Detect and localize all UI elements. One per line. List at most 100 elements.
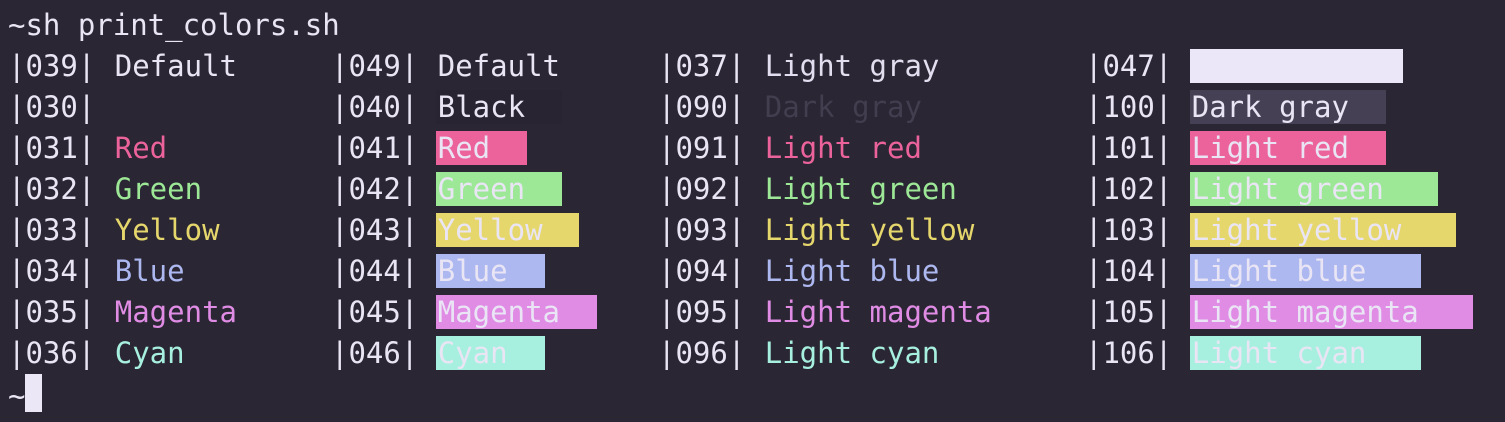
color-code: |033|	[8, 213, 96, 247]
color-swatch	[1189, 49, 1404, 83]
color-cell: |033| Yellow	[8, 210, 331, 251]
color-swatch: Yellow	[435, 213, 580, 247]
color-label: Light blue	[764, 254, 940, 288]
prompt-line: ~	[8, 374, 1505, 415]
color-swatch: Dark gray	[1189, 90, 1386, 124]
table-row: |034| Blue |044| Blue |094| Light blue |104| L…	[8, 251, 1505, 292]
color-label: Light yellow	[764, 213, 975, 247]
color-label	[113, 90, 117, 124]
color-cell: |036| Cyan	[8, 333, 331, 374]
color-cell: |047|	[1085, 46, 1505, 87]
color-cell: |091| Light red	[658, 128, 1085, 169]
color-code: |041|	[331, 131, 419, 165]
color-code: |043|	[331, 213, 419, 247]
color-cell: |100| Dark gray	[1085, 87, 1505, 128]
color-cell: |045| Magenta	[331, 292, 658, 333]
color-code: |030|	[8, 90, 96, 124]
color-code: |095|	[658, 295, 746, 329]
color-label: Light red	[764, 131, 922, 165]
color-code: |037|	[658, 49, 746, 83]
cursor-block	[25, 374, 43, 412]
color-code: |102|	[1085, 172, 1173, 206]
color-swatch: Cyan	[435, 336, 545, 370]
color-label: Dark gray	[764, 90, 922, 124]
color-code: |091|	[658, 131, 746, 165]
color-label: Blue	[114, 254, 185, 288]
command-text: ~sh print_colors.sh	[8, 8, 340, 42]
color-swatch: Green	[435, 172, 562, 206]
color-code: |045|	[331, 295, 419, 329]
color-cell: |095| Light magenta	[658, 292, 1085, 333]
color-code: |049|	[331, 49, 419, 83]
color-code: |047|	[1085, 49, 1173, 83]
color-cell: |046| Cyan	[331, 333, 658, 374]
color-code: |032|	[8, 172, 96, 206]
color-cell: |043| Yellow	[331, 210, 658, 251]
color-cell: |034| Blue	[8, 251, 331, 292]
color-label: Light magenta	[764, 295, 992, 329]
color-cell: |049| Default	[331, 46, 658, 87]
color-cell: |102| Light green	[1085, 169, 1505, 210]
color-label: Magenta	[114, 295, 237, 329]
color-code: |031|	[8, 131, 96, 165]
color-code: |101|	[1085, 131, 1173, 165]
color-swatch: Light yellow	[1189, 213, 1456, 247]
color-code: |104|	[1085, 254, 1173, 288]
color-cell: |093| Light yellow	[658, 210, 1085, 251]
color-code: |039|	[8, 49, 96, 83]
table-row: |039| Default |049| Default |037| Light gray |…	[8, 46, 1505, 87]
color-label: Yellow	[114, 213, 220, 247]
color-label: Default	[114, 49, 237, 83]
table-row: |033| Yellow |043| Yellow |093| Light yellow…	[8, 210, 1505, 251]
command-line: ~sh print_colors.sh	[8, 5, 1505, 46]
table-row: |035| Magenta |045| Magenta |095| Light mage…	[8, 292, 1505, 333]
color-swatch: Light red	[1189, 131, 1386, 165]
color-cell: |032| Green	[8, 169, 331, 210]
color-cell: |031| Red	[8, 128, 331, 169]
color-cell: |044| Blue	[331, 251, 658, 292]
color-code: |042|	[331, 172, 419, 206]
color-cell: |042| Green	[331, 169, 658, 210]
color-code: |092|	[658, 172, 746, 206]
color-code: |040|	[331, 90, 419, 124]
color-cell: |101| Light red	[1085, 128, 1505, 169]
color-cell: |092| Light green	[658, 169, 1085, 210]
table-row: |030| |040| Black |090| Dark gray |100| Dark …	[8, 87, 1505, 128]
color-cell: |035| Magenta	[8, 292, 331, 333]
color-cell: |041| Red	[331, 128, 658, 169]
color-cell: |094| Light blue	[658, 251, 1085, 292]
color-cell: |103| Light yellow	[1085, 210, 1505, 251]
color-swatch: Light green	[1189, 172, 1439, 206]
prompt-text: ~	[8, 379, 26, 413]
color-code: |103|	[1085, 213, 1173, 247]
color-code: |034|	[8, 254, 96, 288]
color-label: Green	[114, 172, 203, 206]
color-cell: |090| Dark gray	[658, 87, 1085, 128]
color-label: Light gray	[764, 49, 940, 83]
color-code: |093|	[658, 213, 746, 247]
color-code: |090|	[658, 90, 746, 124]
color-code: |035|	[8, 295, 96, 329]
color-label: Red	[114, 131, 168, 165]
color-swatch: Blue	[435, 254, 545, 288]
color-swatch: Red	[435, 131, 528, 165]
color-code: |094|	[658, 254, 746, 288]
color-code: |106|	[1085, 336, 1173, 370]
color-cell: |039| Default	[8, 46, 331, 87]
color-code: |096|	[658, 336, 746, 370]
color-cell: |040| Black	[331, 87, 658, 128]
color-swatch: Black	[435, 90, 562, 124]
color-label: Light green	[764, 172, 957, 206]
color-label: Light cyan	[764, 336, 940, 370]
color-code: |046|	[331, 336, 419, 370]
color-cell: |037| Light gray	[658, 46, 1085, 87]
color-cell: |096| Light cyan	[658, 333, 1085, 374]
color-cell: |104| Light blue	[1085, 251, 1505, 292]
color-swatch: Magenta	[435, 295, 597, 329]
color-code: |105|	[1085, 295, 1173, 329]
color-cell: |106| Light cyan	[1085, 333, 1505, 374]
color-label: Cyan	[114, 336, 185, 370]
color-code: |100|	[1085, 90, 1173, 124]
color-label: Default	[437, 49, 560, 83]
